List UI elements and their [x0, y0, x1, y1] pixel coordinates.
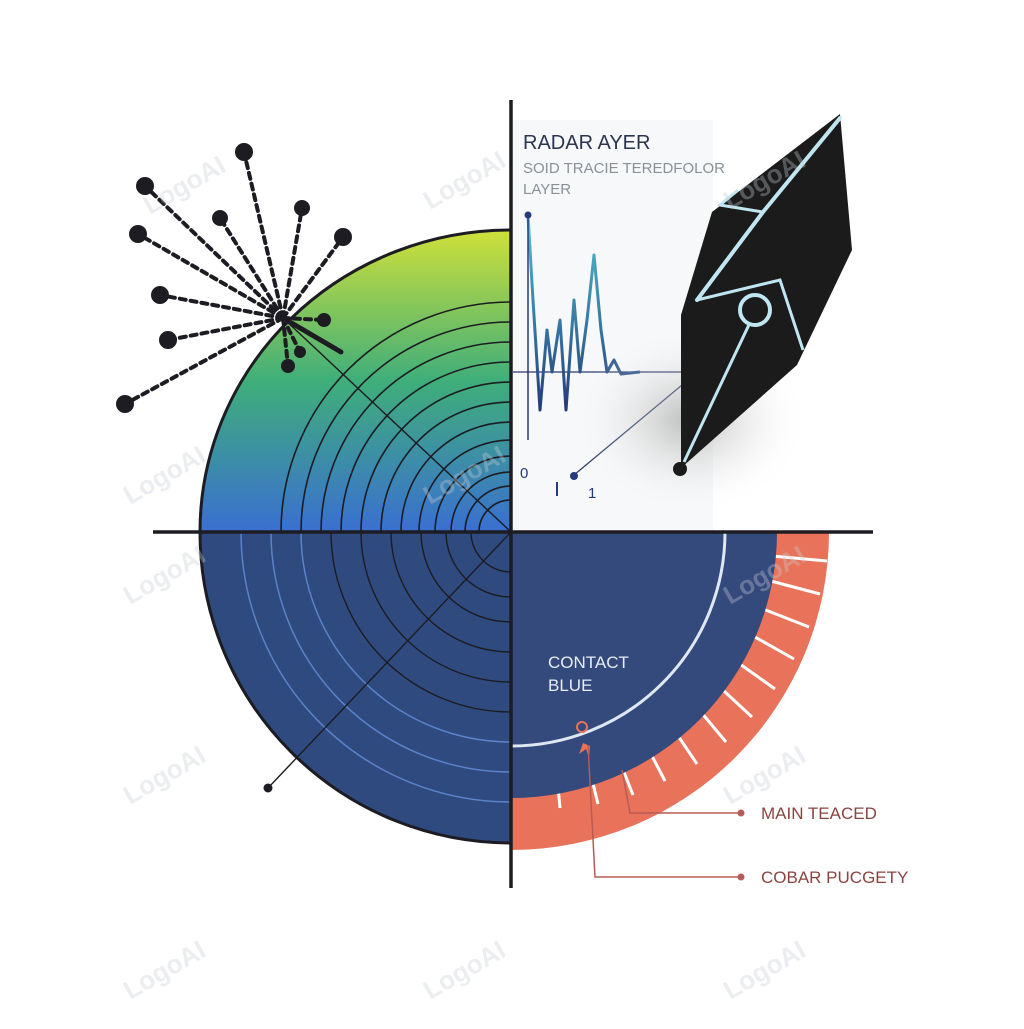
coral-outer-band [511, 532, 829, 850]
burst-dot [129, 225, 147, 243]
watermark: LogoAI [118, 539, 211, 610]
contact-marker-icon [576, 721, 588, 733]
burst-dot [116, 395, 134, 413]
ring [300, 321, 512, 533]
ring [445, 531, 512, 598]
ring [330, 531, 512, 713]
ring [418, 439, 512, 533]
ring [390, 531, 512, 653]
contact-label-line-1: CONTACT [548, 653, 629, 672]
burst-dot [317, 313, 331, 327]
pen-highlight-facet [716, 188, 764, 214]
bottom-left-sweep-line [267, 531, 512, 789]
bottom-left-dark-rings [330, 531, 512, 713]
pen-slit [682, 311, 757, 463]
watermark: LogoAI [118, 439, 211, 510]
ring [478, 499, 512, 533]
burst-dot [151, 286, 169, 304]
sweep-end-dot [263, 783, 273, 793]
callout-dot-cobar [737, 873, 745, 881]
top-left-rings [280, 301, 512, 533]
ring [380, 401, 512, 533]
watermark: LogoAI [418, 144, 511, 215]
burst-ray [136, 232, 285, 320]
top-left-radar-quadrant [198, 228, 513, 534]
burst-dot [136, 177, 154, 195]
trace-tick-one: 1 [588, 485, 596, 502]
watermark: LogoAI [418, 934, 511, 1005]
band-divider [766, 578, 821, 596]
burst-ray [281, 206, 304, 320]
pen-highlight-lower [696, 278, 805, 351]
ring [280, 301, 512, 533]
burst-ray [242, 150, 285, 320]
bottom-left-rings [240, 531, 512, 803]
trace-base-dot [570, 472, 578, 480]
watermark: LogoAI [118, 739, 211, 810]
burst-dot [281, 359, 295, 373]
burst-ray [123, 316, 285, 406]
ring [360, 381, 512, 533]
burst-ray [281, 316, 290, 368]
ring [360, 531, 512, 683]
band-divider [757, 605, 810, 629]
ring [340, 361, 512, 533]
burst-dots [116, 143, 352, 413]
ring [420, 531, 512, 623]
callout-label-cobar: COBAR PUCGETY [761, 868, 908, 887]
ring [320, 341, 512, 533]
burst-pointer [280, 315, 344, 355]
trace-tick-zero: 0 [520, 465, 528, 482]
burst-dot [235, 143, 253, 161]
burst-dot [294, 346, 306, 358]
callout-label-main: MAIN TEACED [761, 804, 877, 823]
callout-line-cobar [587, 744, 740, 878]
ring [270, 531, 512, 773]
burst-dot [294, 200, 310, 216]
radar-layer-title: RADAR AYER [523, 132, 650, 154]
burst-ray [158, 293, 285, 320]
ring [240, 531, 512, 803]
ring [434, 455, 512, 533]
watermark: LogoAI [118, 934, 211, 1005]
contact-inner-ring [510, 531, 727, 748]
burst-dot [159, 331, 177, 349]
ring [464, 485, 512, 533]
burst-ray [166, 316, 285, 342]
callout-dot-main [737, 809, 745, 817]
burst-ray [143, 184, 285, 320]
ring [470, 531, 512, 573]
watermark: LogoAI [718, 934, 811, 1005]
burst-dot [212, 210, 228, 226]
trace-peak-dot [524, 211, 532, 219]
band-divider [771, 554, 828, 563]
contact-marker-flag [579, 743, 590, 758]
pen-nib-icon [570, 114, 852, 515]
bottom-right-contact-quadrant [511, 532, 777, 798]
bottom-left-radar-quadrant [198, 530, 513, 845]
radar-layer-subtitle-1: SOID TRACIE TEREDFOLOR [523, 160, 725, 177]
burst-ray [281, 316, 302, 354]
burst-dot [334, 228, 352, 246]
burst-ray [218, 216, 285, 320]
top-left-sweep-line [282, 317, 512, 533]
callout-line-main [621, 769, 740, 814]
ring [300, 531, 512, 743]
radar-layer-subtitle-2: LAYER [523, 181, 571, 198]
pen-tip-dot [673, 462, 687, 476]
ring [450, 471, 512, 533]
contact-label-line-2: BLUE [548, 676, 592, 695]
burst-ray [281, 235, 345, 320]
burst-rays [123, 150, 345, 406]
dotted-burst-icon [116, 143, 352, 413]
pen-breather-hole [738, 293, 772, 327]
ring [400, 421, 512, 533]
